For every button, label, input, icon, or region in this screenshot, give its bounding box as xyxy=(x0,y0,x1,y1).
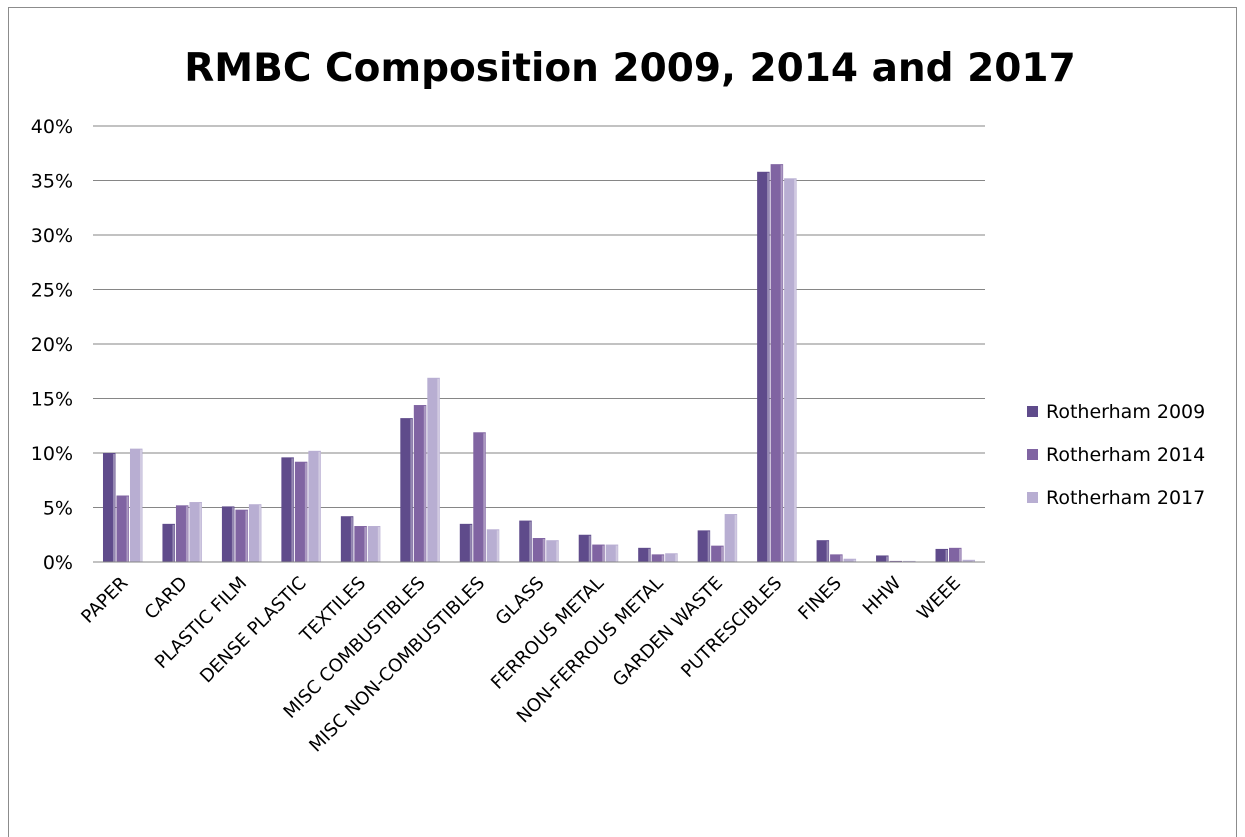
bar-highlight xyxy=(291,458,293,562)
x-tick-label: DENSE PLASTIC xyxy=(196,573,311,688)
bar-highlight xyxy=(735,515,737,562)
x-tick-label: FERROUS METAL xyxy=(487,573,608,694)
bar-highlight xyxy=(424,406,426,562)
y-tick-label: 35% xyxy=(31,171,73,193)
x-tick-label: CARD xyxy=(141,573,192,624)
bar-highlight xyxy=(946,550,948,562)
bar-highlight xyxy=(840,555,842,562)
legend-swatch xyxy=(1027,449,1038,460)
bar-highlight xyxy=(351,517,353,562)
x-tick-label: FINES xyxy=(794,573,846,625)
bar-highlight xyxy=(378,527,380,562)
bar-highlight xyxy=(648,549,650,562)
chart-title: RMBC Composition 2009, 2014 and 2017 xyxy=(184,46,1075,91)
x-tick-label: PAPER xyxy=(77,573,132,628)
bar-highlight xyxy=(470,525,472,562)
bar-highlight xyxy=(767,173,769,562)
bar-highlight xyxy=(675,554,677,562)
bar-highlight xyxy=(140,450,142,562)
bar-highlight xyxy=(589,536,591,562)
chart: RMBC Composition 2009, 2014 and 2017 0% 5… xyxy=(0,0,1245,818)
legend: Rotherham 2009 Rotherham 2014 Rotherham 20… xyxy=(1027,401,1205,509)
bars xyxy=(103,164,975,562)
legend-label: Rotherham 2017 xyxy=(1046,487,1205,509)
bar-highlight xyxy=(602,546,604,562)
x-tick-label: WEEE xyxy=(913,573,965,625)
legend-swatch xyxy=(1027,406,1038,417)
bar-highlight xyxy=(172,525,174,562)
y-tick-label: 10% xyxy=(31,443,73,465)
x-tick-label: PUTRESCIBLES xyxy=(677,573,786,682)
legend-label: Rotherham 2014 xyxy=(1046,444,1205,466)
bar-highlight xyxy=(232,507,234,562)
bar-highlight xyxy=(186,506,188,562)
bar-highlight xyxy=(529,522,531,562)
bar-highlight xyxy=(556,541,558,562)
bar-highlight xyxy=(708,531,710,562)
bar-highlight xyxy=(794,179,796,562)
bar-highlight xyxy=(245,511,247,562)
y-tick-label: 20% xyxy=(31,334,73,356)
bar-highlight xyxy=(827,541,829,562)
bar-highlight xyxy=(437,379,439,562)
y-tick-label: 30% xyxy=(31,225,73,247)
bar-highlight xyxy=(318,452,320,562)
bar-highlight xyxy=(199,503,201,562)
gridlines xyxy=(93,126,985,508)
bar-highlight xyxy=(781,165,783,562)
bar-highlight xyxy=(543,539,545,562)
y-axis: 0% 5% 10% 15% 20% 25% 30% 35% 40% xyxy=(31,116,73,574)
bar-highlight xyxy=(959,549,961,562)
bar-highlight xyxy=(662,555,664,562)
bar-highlight xyxy=(305,463,307,562)
legend-label: Rotherham 2009 xyxy=(1046,401,1205,423)
y-tick-label: 25% xyxy=(31,280,73,302)
y-tick-label: 15% xyxy=(31,389,73,411)
bar-highlight xyxy=(259,505,261,562)
bar-highlight xyxy=(113,454,115,562)
bar-highlight xyxy=(721,547,723,562)
x-tick-label: GARDEN WASTE xyxy=(609,573,727,691)
y-tick-label: 40% xyxy=(31,116,73,138)
x-tick-label: HHW xyxy=(859,573,906,620)
x-tick-label: GLASS xyxy=(492,573,549,630)
bar-highlight xyxy=(497,530,499,562)
y-tick-label: 0% xyxy=(43,552,73,574)
bar-highlight xyxy=(886,556,888,562)
bar-highlight xyxy=(126,497,128,562)
y-tick-label: 5% xyxy=(43,498,73,520)
bar-highlight xyxy=(616,546,618,562)
bar-highlight xyxy=(364,527,366,562)
legend-swatch xyxy=(1027,492,1038,503)
bar-highlight xyxy=(410,419,412,562)
bar-highlight xyxy=(483,433,485,562)
